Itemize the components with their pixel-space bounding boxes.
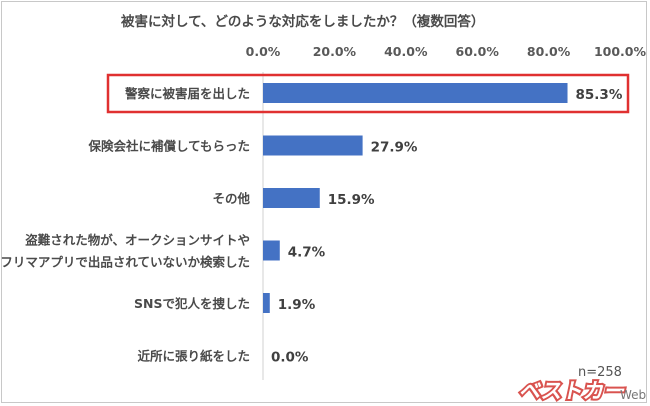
- x-tick-label: 0.0%: [246, 44, 281, 59]
- category-label: 近所に張り紙をした: [137, 349, 250, 364]
- category-label: 保険会社に補償してもらった: [87, 139, 250, 154]
- x-tick-label: 80.0%: [527, 44, 571, 59]
- sample-size-label: n=258: [578, 365, 622, 380]
- bar-value-label: 0.0%: [271, 350, 309, 366]
- svg-text:Web: Web: [620, 388, 646, 402]
- bestcar-web-logo: ベストカー Web: [516, 377, 647, 404]
- category-label: フリマアプリで出品されていないか検索した: [0, 255, 250, 270]
- category-label: その他: [212, 191, 250, 206]
- x-tick-label: 100.0%: [594, 44, 647, 59]
- category-label: SNSで犯人を捜した: [134, 296, 250, 311]
- highlight-box: [106, 73, 630, 114]
- svg-text:ベストカー: ベストカー: [518, 379, 629, 404]
- bar-value-label: 4.7%: [288, 245, 326, 261]
- bar-value-label: 15.9%: [328, 192, 375, 208]
- bar: [263, 135, 363, 156]
- bar-value-label: 1.9%: [278, 297, 316, 313]
- bar: [263, 293, 270, 313]
- category-label: 盗難された物が、オークションサイトや: [25, 233, 250, 248]
- bar-value-label: 27.9%: [371, 140, 418, 156]
- x-tick-label: 60.0%: [456, 44, 500, 59]
- bar: [263, 240, 280, 261]
- chart-title: 被害に対して、どのような対応をしましたか？（複数回答）: [121, 14, 485, 30]
- bar-value-label: 85.3%: [576, 87, 623, 103]
- bar: [263, 83, 568, 103]
- x-tick-label: 40.0%: [384, 44, 428, 59]
- x-tick-label: 20.0%: [313, 44, 357, 59]
- bar: [263, 188, 320, 208]
- category-label: 警察に被害届を出した: [124, 86, 250, 101]
